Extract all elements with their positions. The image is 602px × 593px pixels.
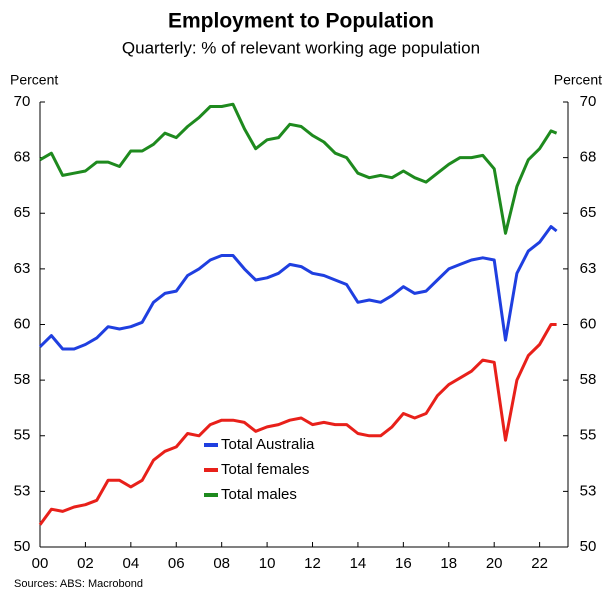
y-tick-label: 50 <box>14 538 31 555</box>
y-tick-label: 63 <box>14 260 31 277</box>
line-series <box>39 102 558 235</box>
y-tick-label: 58 <box>14 371 31 388</box>
y2-tick-label: 58 <box>580 371 597 388</box>
x-tick-label: 10 <box>259 555 276 572</box>
y2-tick-label: 70 <box>580 93 597 110</box>
x-tick-label: 12 <box>304 555 321 572</box>
y2-tick-label: 68 <box>580 149 597 166</box>
y-tick-label: 70 <box>14 93 31 110</box>
legend-label: Total Australia <box>221 436 315 453</box>
x-tick-label: 14 <box>350 555 367 572</box>
y2-tick-label: 53 <box>580 482 597 499</box>
y2-tick-label: 50 <box>580 538 597 555</box>
y-tick-label: 65 <box>14 204 31 221</box>
x-tick-label: 18 <box>440 555 457 572</box>
x-tick-label: 08 <box>213 555 230 572</box>
y2-axis-label: Percent <box>554 72 602 88</box>
x-tick-label: 06 <box>168 555 185 572</box>
y-axis-label: Percent <box>10 72 58 88</box>
legend-label: Total males <box>221 486 297 503</box>
y-tick-label: 55 <box>14 427 31 444</box>
x-tick-label: 04 <box>122 555 139 572</box>
legend-label: Total females <box>221 461 309 478</box>
line-series <box>38 225 558 351</box>
source-note: Sources: ABS: Macrobond <box>14 578 143 590</box>
x-tick-label: 16 <box>395 555 412 572</box>
y-tick-label: 60 <box>14 315 31 332</box>
y2-tick-label: 55 <box>580 427 597 444</box>
y2-tick-label: 60 <box>580 315 597 332</box>
x-tick-label: 02 <box>77 555 94 572</box>
x-tick-label: 22 <box>531 555 548 572</box>
chart-subtitle: Quarterly: % of relevant working age pop… <box>122 38 480 57</box>
y2-tick-label: 65 <box>580 204 597 221</box>
chart-title: Employment to Population <box>168 10 434 33</box>
y2-tick-label: 63 <box>580 260 597 277</box>
line-series <box>38 323 557 526</box>
x-tick-label: 00 <box>32 555 49 572</box>
y-tick-label: 68 <box>14 149 31 166</box>
y-tick-label: 53 <box>14 482 31 499</box>
x-tick-label: 20 <box>486 555 503 572</box>
